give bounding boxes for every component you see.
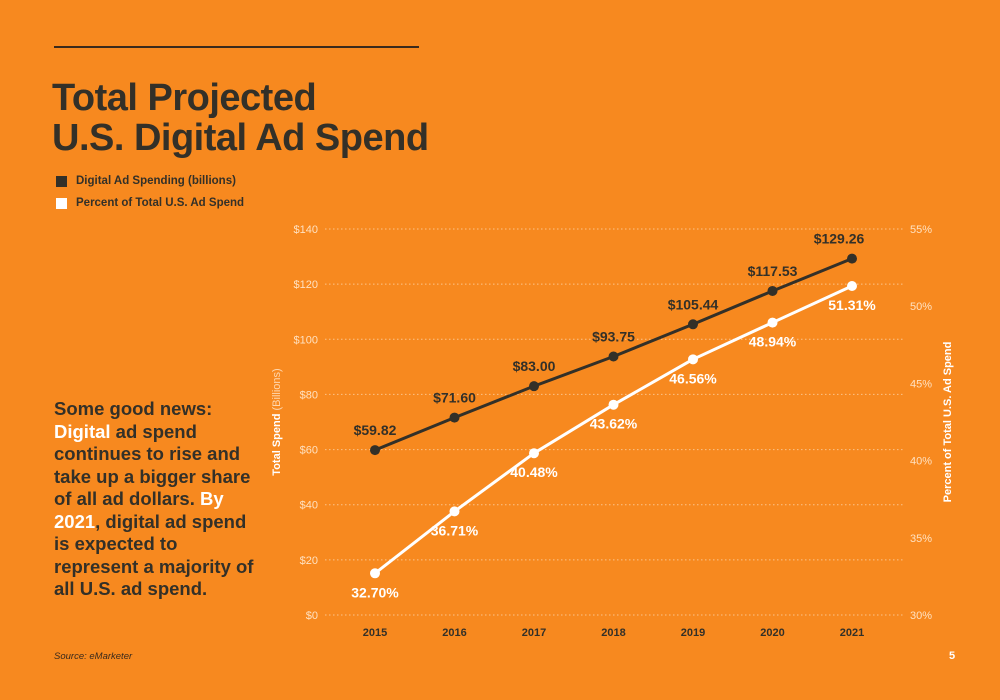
data-label: 51.31% xyxy=(828,297,876,313)
data-label: 48.94% xyxy=(749,334,797,350)
right-tick-label: 40% xyxy=(910,456,932,468)
data-label: $117.53 xyxy=(748,263,798,279)
data-point xyxy=(370,445,380,456)
legend-swatch-percent xyxy=(56,197,67,209)
data-label: 36.71% xyxy=(431,522,479,538)
legend-label-percent: Percent of Total U.S. Ad Spend xyxy=(76,197,245,209)
legend-swatch-spending xyxy=(56,175,67,187)
data-label: $93.75 xyxy=(592,329,635,345)
x-tick-label: 2021 xyxy=(840,627,864,639)
left-tick-label: $40 xyxy=(300,500,318,512)
right-tick-label: 35% xyxy=(910,533,932,545)
data-point xyxy=(529,448,539,459)
chart-legend: Digital Ad Spending (billions) Percent o… xyxy=(56,170,244,214)
data-point xyxy=(767,317,778,328)
data-label: $83.00 xyxy=(513,358,556,374)
x-tick-label: 2020 xyxy=(760,627,784,639)
x-tick-label: 2016 xyxy=(442,627,466,639)
data-point xyxy=(449,506,460,517)
left-axis-title: Total Spend (Billions) xyxy=(271,368,283,475)
data-point xyxy=(370,568,380,579)
right-axis-title: Percent of Total U.S. Ad Spend xyxy=(942,342,954,503)
left-axis-title-main: Total Spend xyxy=(271,414,283,476)
left-axis-title-unit: (Billions) xyxy=(271,368,283,413)
source-note: Source: eMarketer xyxy=(54,651,133,662)
title-line-1: Total Projected xyxy=(52,77,317,119)
title-line-2: U.S. Digital Ad Spend xyxy=(52,117,429,159)
data-label: $129.26 xyxy=(814,231,865,247)
data-label: $71.60 xyxy=(433,390,476,406)
data-point xyxy=(449,412,460,423)
left-tick-label: $140 xyxy=(294,224,318,236)
legend-item-spending: Digital Ad Spending (billions) xyxy=(56,170,244,192)
left-tick-label: $80 xyxy=(300,389,318,401)
data-label: 32.70% xyxy=(351,584,399,600)
callout-text: Some good news: Digital ad spend continu… xyxy=(54,398,254,601)
left-tick-label: $120 xyxy=(294,279,318,291)
data-label: 46.56% xyxy=(669,370,717,386)
legend-item-percent: Percent of Total U.S. Ad Spend xyxy=(56,192,244,214)
data-point xyxy=(847,253,857,264)
callout-part-3: ad spend continues to rise and take up a… xyxy=(54,420,251,510)
data-point xyxy=(608,351,619,362)
callout-part-5: , digital ad spend is expected to repres… xyxy=(54,510,254,600)
x-tick-label: 2017 xyxy=(522,627,546,639)
legend-label-spending: Digital Ad Spending (billions) xyxy=(76,175,236,187)
data-label: 40.48% xyxy=(510,464,558,480)
right-tick-label: 50% xyxy=(910,301,932,313)
data-label: $59.82 xyxy=(354,422,397,438)
data-point xyxy=(608,399,619,410)
right-tick-label: 45% xyxy=(910,378,932,390)
x-tick-label: 2018 xyxy=(601,627,625,639)
left-tick-label: $60 xyxy=(300,445,318,457)
data-point xyxy=(688,319,698,330)
x-tick-label: 2015 xyxy=(363,627,387,639)
page-number: 5 xyxy=(949,650,956,662)
right-tick-label: 30% xyxy=(910,610,932,622)
right-tick-label: 55% xyxy=(910,224,932,236)
data-point xyxy=(688,354,698,365)
data-point xyxy=(529,381,539,392)
page-title: Total Projected U.S. Digital Ad Spend xyxy=(52,78,429,158)
callout-highlight-2: By 2021 xyxy=(54,488,224,532)
left-tick-label: $0 xyxy=(306,610,318,622)
left-tick-label: $100 xyxy=(294,334,318,346)
callout-part-1: Some good news: xyxy=(54,398,213,419)
data-point xyxy=(767,285,778,296)
left-tick-label: $20 xyxy=(300,555,318,567)
callout-highlight-1: Digital xyxy=(54,420,111,442)
data-label: 43.62% xyxy=(590,416,638,432)
x-tick-label: 2019 xyxy=(681,627,705,639)
data-point xyxy=(847,280,857,291)
data-label: $105.44 xyxy=(668,296,719,312)
top-rule xyxy=(54,46,419,48)
